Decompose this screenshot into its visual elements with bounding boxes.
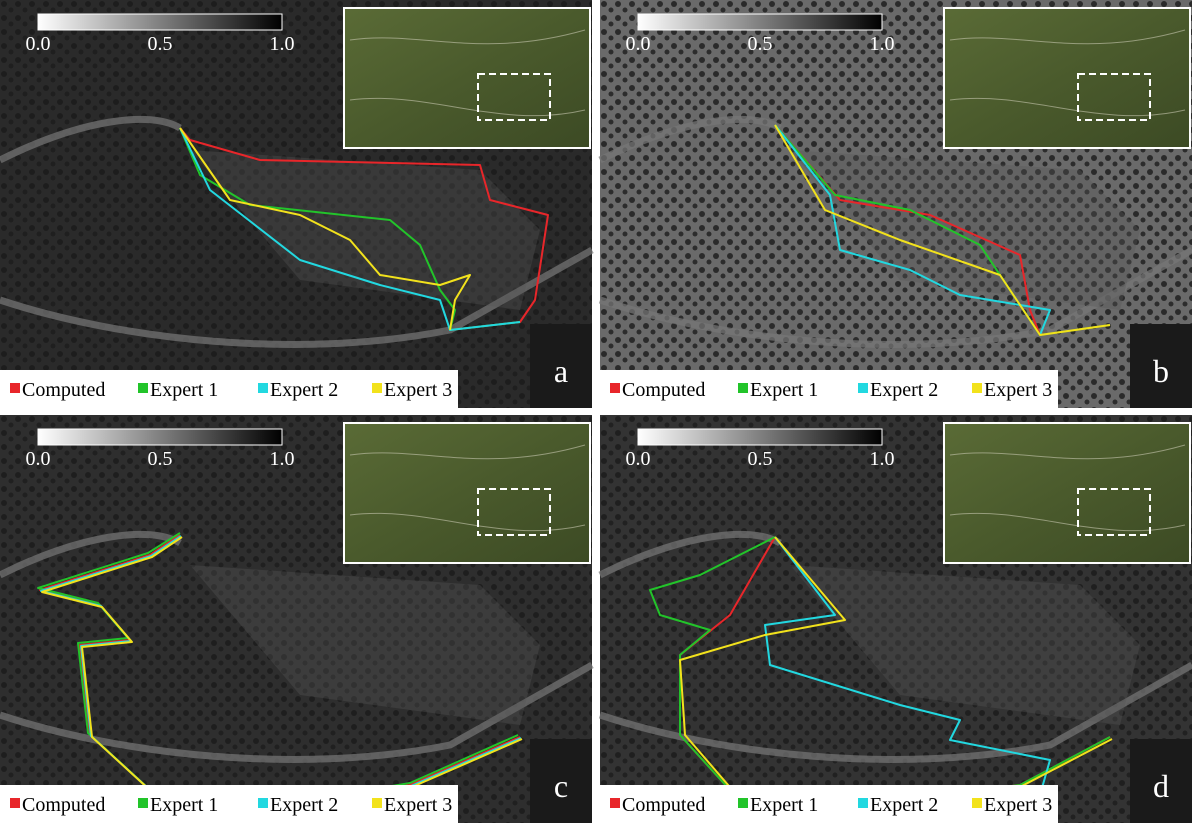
colorbar-tick-label: 0.0 [26, 33, 51, 55]
colorbar-tick-label: 0.0 [26, 448, 51, 470]
legend-label: Expert 2 [870, 794, 938, 816]
panel-label: c [554, 768, 568, 804]
legend-label: Expert 2 [270, 379, 338, 401]
legend-label: Computed [22, 379, 105, 401]
legend-swatch [738, 798, 748, 808]
legend-label: Expert 2 [270, 794, 338, 816]
legend-label: Expert 1 [750, 794, 818, 816]
legend-swatch [738, 383, 748, 393]
colorbar [38, 14, 282, 30]
legend-label: Expert 1 [150, 379, 218, 401]
legend-swatch [858, 798, 868, 808]
legend-swatch [372, 798, 382, 808]
colorbar-tick-label: 0.5 [148, 33, 173, 55]
colorbar [638, 14, 882, 30]
legend-label: Expert 2 [870, 379, 938, 401]
panel-label: a [554, 353, 568, 389]
legend-label: Expert 1 [750, 379, 818, 401]
colorbar-tick-label: 0.0 [626, 33, 651, 55]
panel: 0.0 0.5 1.0 Computed Expert 1 Expert 2 Expert … [600, 415, 1192, 823]
colorbar [38, 429, 282, 445]
legend-swatch [972, 798, 982, 808]
colorbar-tick-label: 1.0 [270, 448, 295, 470]
figure: 0.0 0.5 1.0 Computed Expert 1 Expert 2 Expert … [0, 0, 1192, 823]
panel: 0.0 0.5 1.0 Computed Expert 1 Expert 2 Expert … [0, 0, 592, 408]
inset-map [344, 8, 590, 148]
colorbar-tick-label: 0.5 [748, 33, 773, 55]
legend-label: Expert 3 [984, 794, 1052, 816]
legend-label: Expert 3 [384, 794, 452, 816]
legend-swatch [10, 798, 20, 808]
legend-swatch [610, 798, 620, 808]
colorbar-tick-label: 0.0 [626, 448, 651, 470]
legend-label: Computed [622, 379, 705, 401]
colorbar-tick-label: 0.5 [148, 448, 173, 470]
legend-swatch [610, 383, 620, 393]
colorbar-tick-label: 1.0 [870, 33, 895, 55]
legend-label: Expert 3 [984, 379, 1052, 401]
legend-label: Computed [22, 794, 105, 816]
inset-map [344, 423, 590, 563]
legend-swatch [138, 798, 148, 808]
legend-label: Expert 1 [150, 794, 218, 816]
inset-map [944, 8, 1190, 148]
colorbar-tick-label: 1.0 [270, 33, 295, 55]
legend-swatch [372, 383, 382, 393]
panel-label: d [1153, 768, 1169, 804]
legend-swatch [258, 383, 268, 393]
panel: 0.0 0.5 1.0 Computed Expert 1 Expert 2 Expert … [0, 415, 592, 823]
colorbar-tick-label: 0.5 [748, 448, 773, 470]
inset-map [944, 423, 1190, 563]
panel-label: b [1153, 353, 1169, 389]
legend-label: Expert 3 [384, 379, 452, 401]
legend-swatch [138, 383, 148, 393]
legend-swatch [858, 383, 868, 393]
panel: 0.0 0.5 1.0 Computed Expert 1 Expert 2 Expert … [600, 0, 1192, 408]
legend-swatch [258, 798, 268, 808]
legend-swatch [10, 383, 20, 393]
legend-label: Computed [622, 794, 705, 816]
colorbar [638, 429, 882, 445]
colorbar-tick-label: 1.0 [870, 448, 895, 470]
legend-swatch [972, 383, 982, 393]
